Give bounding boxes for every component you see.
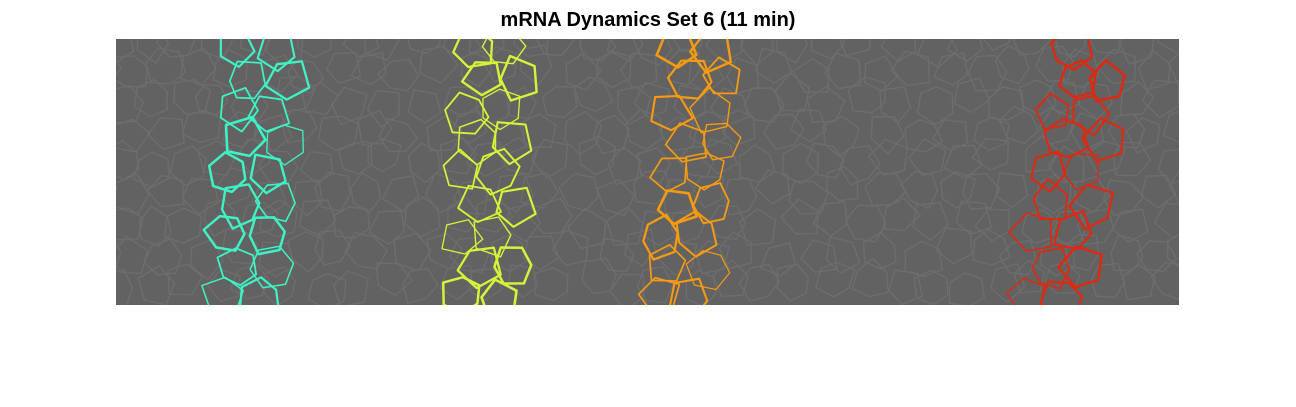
microscopy-image-panel [116,39,1179,305]
orange-cell-stripe [637,39,742,305]
background-cell-outlines [116,39,1179,305]
cyan-cell-stripe [201,39,311,305]
cell-tissue-image [116,39,1179,305]
yellow-cell-stripe [441,39,538,305]
figure-title: mRNA Dynamics Set 6 (11 min) [500,9,796,31]
red-cell-stripe [1005,39,1126,305]
